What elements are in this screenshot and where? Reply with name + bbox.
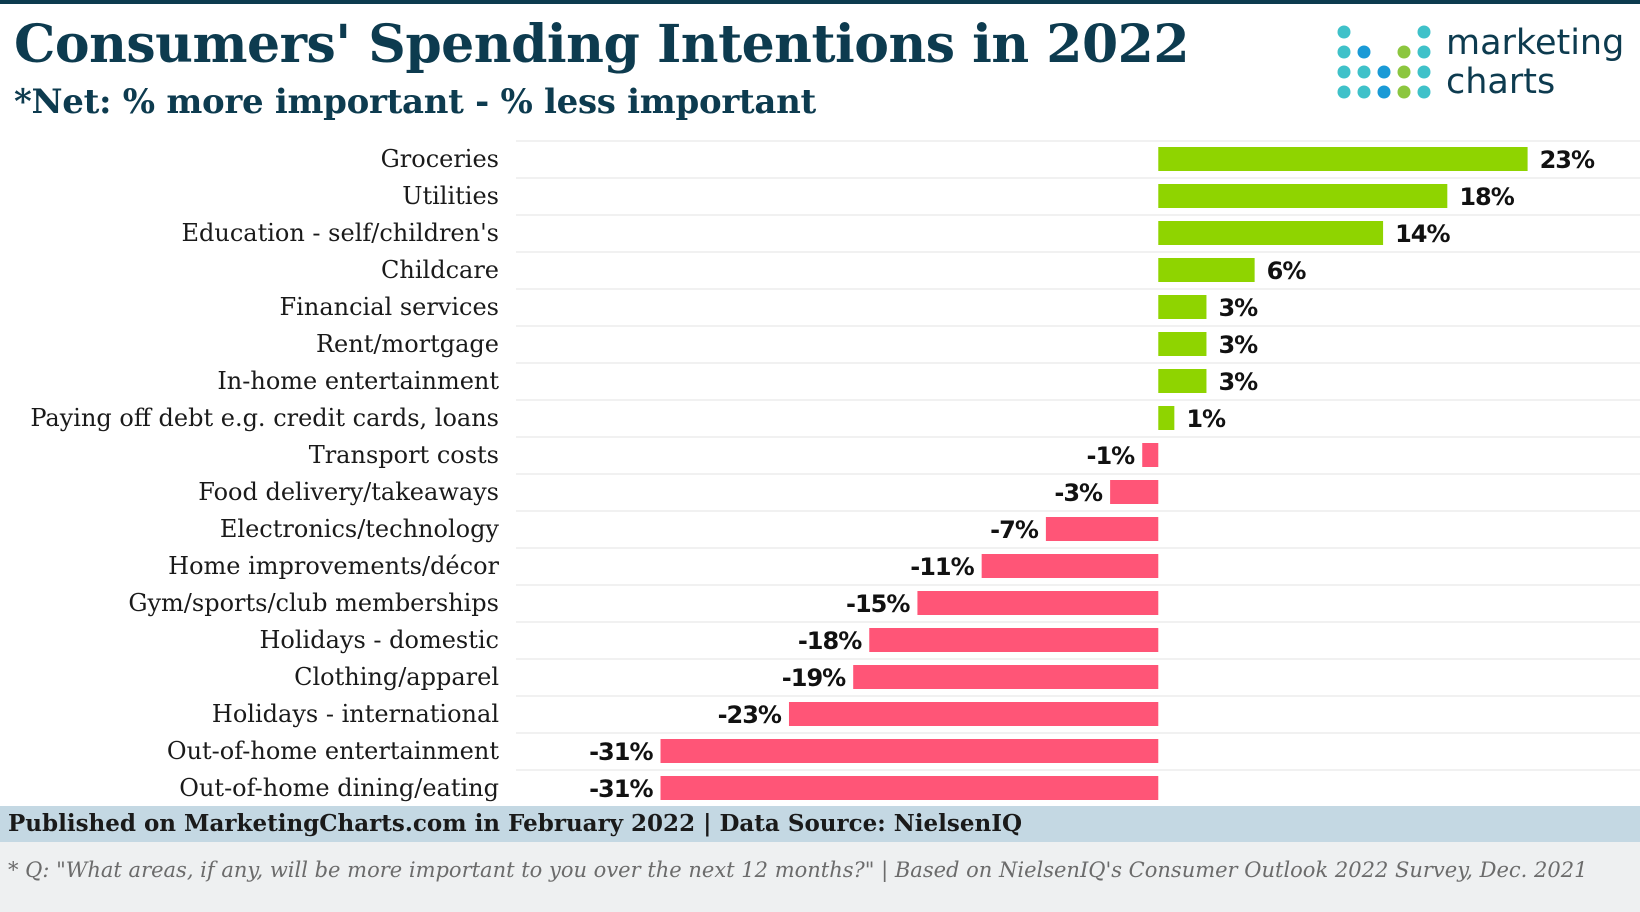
data-label: -11%: [910, 553, 974, 581]
category-label: Childcare: [381, 256, 499, 284]
data-label: 3%: [1218, 331, 1258, 359]
bar: [1158, 184, 1448, 208]
top-rule: [0, 0, 1640, 4]
category-label: Paying off debt e.g. credit cards, loans: [30, 404, 499, 432]
logo-dot: [1337, 45, 1351, 59]
footer-bar: Published on MarketingCharts.com in Febr…: [0, 806, 1640, 842]
bar: [1158, 147, 1528, 171]
data-label: -7%: [990, 516, 1039, 544]
bar: [853, 665, 1159, 689]
category-label: Utilities: [402, 182, 499, 210]
data-label: -3%: [1054, 479, 1103, 507]
category-label: Rent/mortgage: [316, 330, 499, 358]
survey-note-band: * Q: "What areas, if any, will be more i…: [0, 842, 1640, 912]
data-label: 18%: [1459, 183, 1514, 211]
logo-dot: [1357, 65, 1371, 79]
data-label: -1%: [1087, 442, 1136, 470]
logo-dot: [1397, 45, 1411, 59]
data-label: -18%: [798, 627, 862, 655]
data-label: -31%: [589, 738, 653, 766]
category-label: Gym/sports/club memberships: [128, 589, 499, 617]
bar: [1158, 332, 1207, 356]
bar: [1158, 406, 1175, 430]
logo-dot: [1357, 85, 1371, 99]
data-label: 23%: [1540, 146, 1595, 174]
category-label: Clothing/apparel: [294, 663, 499, 691]
bar: [788, 702, 1159, 726]
bar: [1142, 443, 1159, 467]
category-label: Financial services: [280, 293, 499, 321]
logo-dot: [1337, 85, 1351, 99]
data-label: 14%: [1395, 220, 1450, 248]
bar: [1110, 480, 1159, 504]
category-label: Groceries: [381, 145, 499, 173]
data-label: 3%: [1218, 294, 1258, 322]
bar: [660, 776, 1159, 800]
data-label: 3%: [1218, 368, 1258, 396]
category-label: Education - self/children's: [181, 219, 499, 247]
category-label: Home improvements/décor: [168, 552, 499, 580]
logo-dot: [1397, 85, 1411, 99]
category-label: Out-of-home entertainment: [167, 737, 499, 765]
logo-dot: [1397, 65, 1411, 79]
chart-subtitle: *Net: % more important - % less importan…: [14, 82, 816, 122]
bar: [1158, 221, 1384, 245]
published-source: Published on MarketingCharts.com in Febr…: [8, 810, 1022, 837]
bar: [1158, 295, 1207, 319]
bar: [660, 739, 1159, 763]
logo-dot: [1377, 85, 1391, 99]
data-label: 1%: [1186, 405, 1226, 433]
data-label: -19%: [782, 664, 846, 692]
logo-dot: [1417, 25, 1431, 39]
survey-note: * Q: "What areas, if any, will be more i…: [8, 858, 1588, 882]
logo-dot: [1337, 25, 1351, 39]
logo-line-2: charts: [1446, 62, 1556, 102]
data-label: 6%: [1267, 257, 1307, 285]
logo-dot: [1417, 45, 1431, 59]
bar: [1158, 258, 1255, 282]
logo-line-1: marketing: [1446, 23, 1625, 63]
logo-dot: [1417, 65, 1431, 79]
category-label: Out-of-home dining/eating: [179, 774, 499, 802]
logo-dot: [1357, 45, 1371, 59]
logo-text: marketing charts: [1446, 24, 1624, 102]
bar: [869, 628, 1159, 652]
chart-title: Consumers' Spending Intentions in 2022: [14, 14, 1190, 75]
logo-dot: [1337, 65, 1351, 79]
data-label: -15%: [846, 590, 910, 618]
category-label: Food delivery/takeaways: [198, 478, 499, 506]
logo-dot: [1377, 65, 1391, 79]
data-label: -23%: [718, 701, 782, 729]
bar: [1045, 517, 1159, 541]
category-label: Transport costs: [309, 441, 499, 469]
bar: [1158, 369, 1207, 393]
category-label: Holidays - international: [212, 700, 499, 728]
spending-intentions-bar-chart: Groceries 23% Utilities 18% Education - self…: [30, 140, 1640, 802]
data-label: -31%: [589, 775, 653, 802]
category-label: In-home entertainment: [217, 367, 499, 395]
marketing-charts-logo: marketing charts: [1336, 24, 1636, 108]
bar: [981, 554, 1159, 578]
logo-dots-icon: [1337, 25, 1431, 99]
category-label: Electronics/technology: [220, 515, 500, 543]
logo-dot: [1417, 85, 1431, 99]
bar: [917, 591, 1159, 615]
category-label: Holidays - domestic: [260, 626, 500, 654]
